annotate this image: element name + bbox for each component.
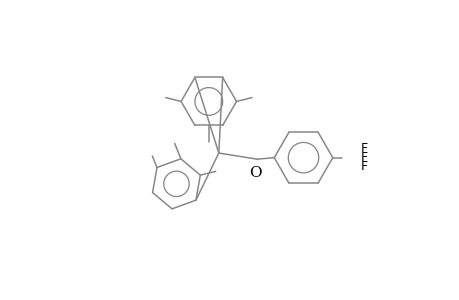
Text: F: F [360, 160, 367, 173]
Text: F: F [360, 142, 367, 155]
Text: F: F [360, 151, 367, 164]
Text: O: O [249, 166, 262, 180]
